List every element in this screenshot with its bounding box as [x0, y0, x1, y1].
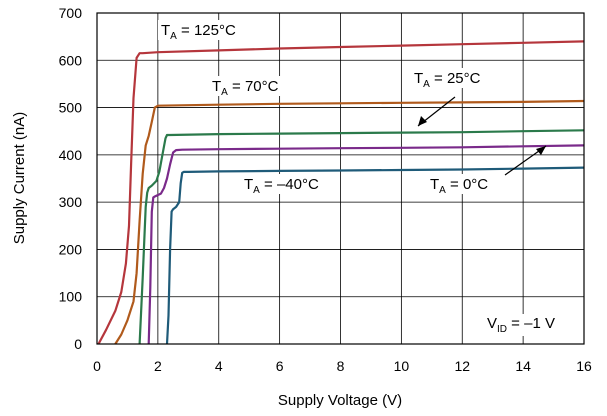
annotation-125c-bg	[158, 20, 262, 40]
annotation-vid: VID = –1 V	[484, 314, 576, 336]
annotation-70c-bg	[210, 76, 300, 96]
x-tick-label: 8	[337, 358, 345, 374]
x-tick-label: 2	[154, 358, 162, 374]
y-tick-label: 0	[74, 336, 82, 352]
arrowhead-25c	[418, 116, 427, 126]
x-tick-label: 12	[454, 358, 470, 374]
y-tick-label: 100	[59, 289, 83, 305]
series-line-1	[114, 99, 585, 345]
y-axis-title: Supply Current (nA)	[11, 112, 28, 245]
x-tick-label: 14	[515, 358, 531, 374]
annotation-arrows	[417, 96, 547, 176]
y-tick-label: 700	[59, 5, 83, 21]
y-tick-label: 600	[59, 52, 83, 68]
annotation-125c: TA = 125°C	[158, 20, 262, 42]
annotation-0c-bg	[428, 174, 504, 194]
annotation-minus40c-label: TA = –40°C	[244, 176, 319, 196]
x-tick-label: 16	[576, 358, 592, 374]
annotation-70c-label: TA = 70°C	[212, 78, 279, 98]
series-line-4	[147, 144, 585, 345]
annotation-70c: TA = 70°C	[210, 76, 300, 98]
annotation-minus40c: TA = –40°C	[242, 174, 340, 196]
y-tick-label: 200	[59, 241, 83, 257]
annotation-25c: TA = 25°C	[412, 68, 504, 90]
series-group	[97, 40, 585, 345]
annotation-0c: TA = 0°C	[428, 174, 504, 196]
arrowhead-0c	[536, 146, 546, 155]
series-line-2	[138, 129, 585, 345]
x-tick-label: 6	[276, 358, 284, 374]
annotation-25c-bg	[412, 68, 504, 88]
series-line-0	[97, 40, 585, 345]
y-tick-label: 400	[59, 147, 83, 163]
annotation-vid-bg	[484, 314, 576, 336]
x-tick-label: 4	[215, 358, 223, 374]
y-tick-label: 300	[59, 194, 83, 210]
annotation-25c-label: TA = 25°C	[414, 70, 481, 90]
tick-labels: 0 2 4 6 8 10 12 14 16 0 100 200 300 400 500 600 700	[59, 5, 592, 374]
x-tick-label: 10	[394, 358, 410, 374]
series-line-3	[165, 166, 585, 345]
x-axis-title: Supply Voltage (V)	[278, 392, 402, 409]
annotation-minus40c-bg	[242, 174, 340, 194]
annotation-vid-label: VID = –1 V	[487, 315, 555, 335]
annotation-0c-label: TA = 0°C	[430, 176, 488, 196]
x-tick-label: 0	[93, 358, 101, 374]
y-tick-label: 500	[59, 100, 83, 116]
annotation-125c-label: TA = 125°C	[161, 22, 236, 42]
plot-frame	[96, 12, 585, 345]
